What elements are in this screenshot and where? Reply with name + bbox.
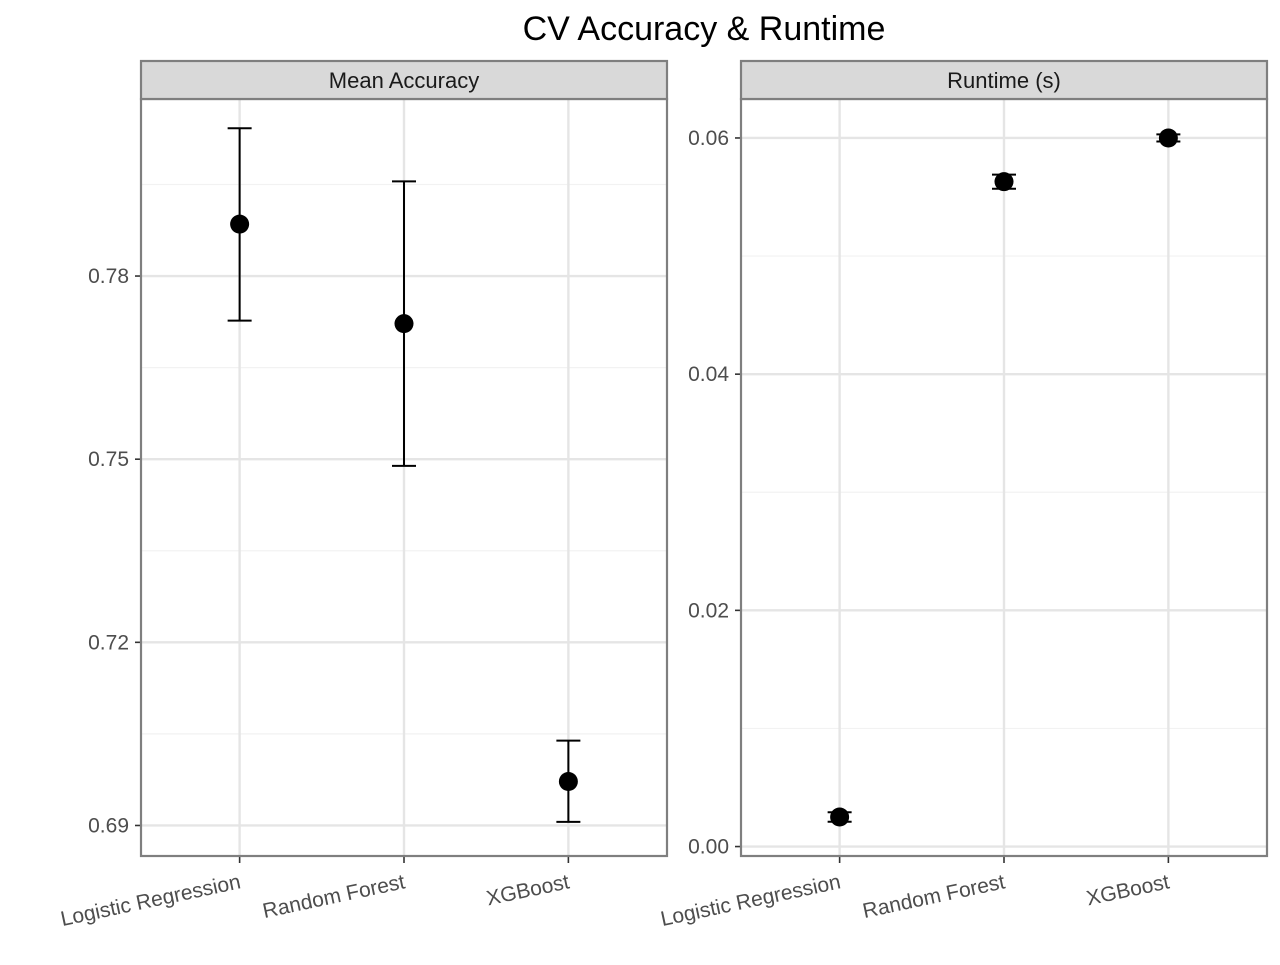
y-tick-label: 0.75 [88,448,129,471]
data-point [830,807,850,827]
y-tick-label: 0.72 [88,631,129,654]
y-tick-label: 0.02 [688,599,729,622]
y-tick-label: 0.00 [688,836,729,859]
facet-panel-1: 0.69 0.72 0.75 0.78 Logistic Regression Rando… [59,59,669,931]
x-tick-label: XGBoost [484,870,571,910]
facet-panel-2: 0.00 0.02 0.04 0.06 Logistic Regression Rando… [659,59,1269,931]
facet-strip-label: Mean Accuracy [329,68,479,93]
data-point [230,214,250,234]
x-tick-label: XGBoost [1084,870,1171,910]
facet-strip [139,59,669,101]
y-tick-label: 0.69 [88,814,129,837]
x-tick-label: Logistic Regression [659,870,843,931]
x-tick-label: Random Forest [861,870,1008,923]
x-tick-label: Logistic Regression [59,870,243,931]
data-point [394,314,414,334]
y-tick-label: 0.04 [688,363,729,386]
x-tick-label: Random Forest [261,870,408,923]
data-point [994,172,1014,192]
data-point [558,772,578,792]
y-tick-label: 0.78 [88,265,129,288]
data-point [1158,128,1178,148]
chart-title: CV Accuracy & Runtime [523,10,886,48]
facet-strip [739,59,1269,101]
facet-strip-label: Runtime (s) [947,68,1061,93]
facets-layer: 0.69 0.72 0.75 0.78 Logistic Regression Rando… [59,59,1269,931]
y-tick-label: 0.06 [688,127,729,150]
